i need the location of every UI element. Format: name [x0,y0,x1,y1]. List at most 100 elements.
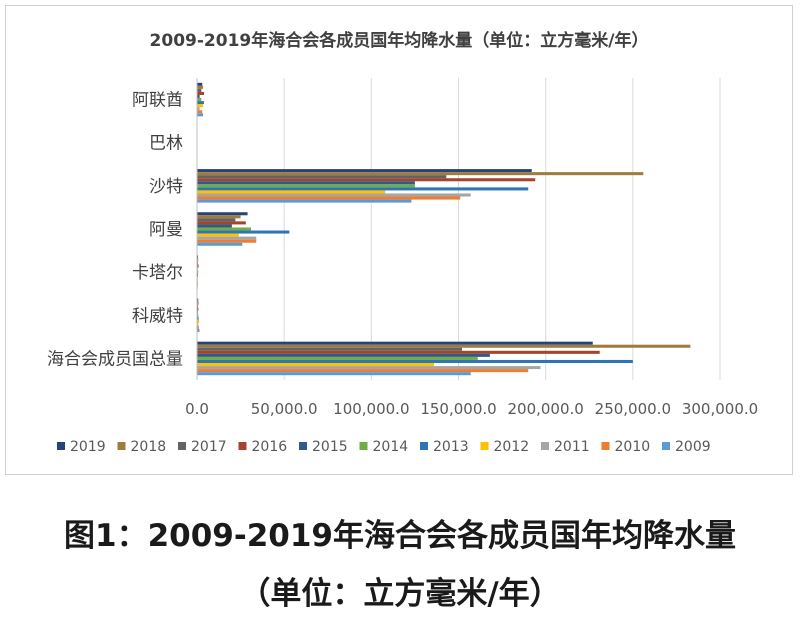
bar [197,242,243,246]
y-tick-label: 沙特 [149,177,183,197]
x-tick-label: 300,000.0 [682,400,758,418]
legend-label: 2009 [675,439,711,455]
bar [197,366,541,370]
bar [197,258,199,262]
bar [197,184,415,188]
bar [197,113,204,117]
x-tick-label: 250,000.0 [595,400,671,418]
bar [197,230,290,234]
bar [197,94,200,99]
bar [197,347,462,351]
x-tick-label: 150,000.0 [420,400,496,418]
bar [197,218,236,222]
legend-swatch [238,442,247,450]
bar [197,98,202,102]
bar [197,344,691,348]
figure-caption-unit: （单位：立方毫米/年） [239,576,561,612]
bar [197,199,412,203]
bar [197,372,471,376]
bar [197,181,415,185]
gridlines [283,78,721,380]
legend-swatch [299,442,307,450]
y-tick-label: 科威特 [132,306,183,326]
bar [197,110,203,114]
bar [197,233,239,237]
legend-swatch [117,442,126,450]
legend-label: 2015 [312,439,348,455]
bar [197,325,199,330]
y-tick-label: 卡塔尔 [132,263,183,283]
bar [197,196,461,200]
legend: 2019 2018 2017 2016 2015 2014 2013 2012 2011 2010… [57,439,711,455]
bar [197,175,447,179]
legend-label: 2017 [191,439,227,455]
bar [197,319,200,323]
bar [197,359,633,364]
bar [197,91,204,95]
bar [197,356,478,360]
bar [197,236,257,240]
bar [197,304,199,308]
bar [197,104,204,108]
legend-label: 2014 [373,439,409,455]
legend-swatch [601,442,610,450]
bar [197,264,199,268]
bar [197,316,199,320]
figure-caption: 图1：2009-2019年海合会各成员国年均降水量 [64,518,736,554]
x-tick-label: 0.0 [185,400,209,418]
bar [197,85,204,89]
bar [197,239,257,243]
legend-swatch [662,442,670,450]
legend-label: 2016 [252,439,288,455]
legend-label: 2012 [494,439,530,455]
x-tick-label: 50,000.0 [251,400,318,418]
x-tick-label: 100,000.0 [333,400,409,418]
bar [197,193,471,197]
bar [197,88,202,92]
bar [197,224,232,228]
bar [197,307,199,311]
legend-swatch [480,442,489,450]
bar [197,313,199,317]
bar [197,187,529,191]
bars [197,82,691,376]
chart-title: 2009-2019年海合会各成员国年均降水量（单位：立方毫米/年） [150,30,649,51]
bar [197,273,199,277]
bar [197,298,199,302]
chart: 2009-2019年海合会各成员国年均降水量（单位：立方毫米/年） 0.0 50,… [5,5,793,475]
legend-label: 2013 [433,439,469,455]
bar [197,270,199,274]
chart-border [5,5,793,475]
legend-swatch [420,442,428,450]
bar [197,101,204,105]
bar [197,350,600,354]
bar [197,169,532,173]
y-tick-label: 巴林 [149,134,183,154]
legend-swatch [359,442,368,450]
bar [197,353,490,357]
bar [197,227,252,231]
bar [197,215,241,219]
axes: 0.0 50,000.0 100,000.0 150,000.0 200,000.0 25… [47,78,758,418]
bar [197,301,199,305]
bar [197,322,199,326]
bar [197,172,644,176]
y-tick-label: 阿曼 [149,220,183,240]
x-tick-label: 200,000.0 [507,400,583,418]
bar [197,363,435,367]
legend-swatch [57,442,65,450]
bar [197,329,200,333]
legend-label: 2018 [131,439,167,455]
legend-label: 2010 [615,439,651,455]
legend-label: 2019 [70,439,106,455]
bar [197,190,386,194]
legend-swatch [541,442,549,450]
y-tick-label: 海合会成员国总量 [47,349,183,369]
bar [197,82,203,86]
bar [197,255,199,259]
bar [197,107,200,111]
y-tick-label: 阿联酋 [132,91,183,111]
bar [197,221,246,225]
legend-swatch [178,442,186,450]
bar [197,369,529,373]
